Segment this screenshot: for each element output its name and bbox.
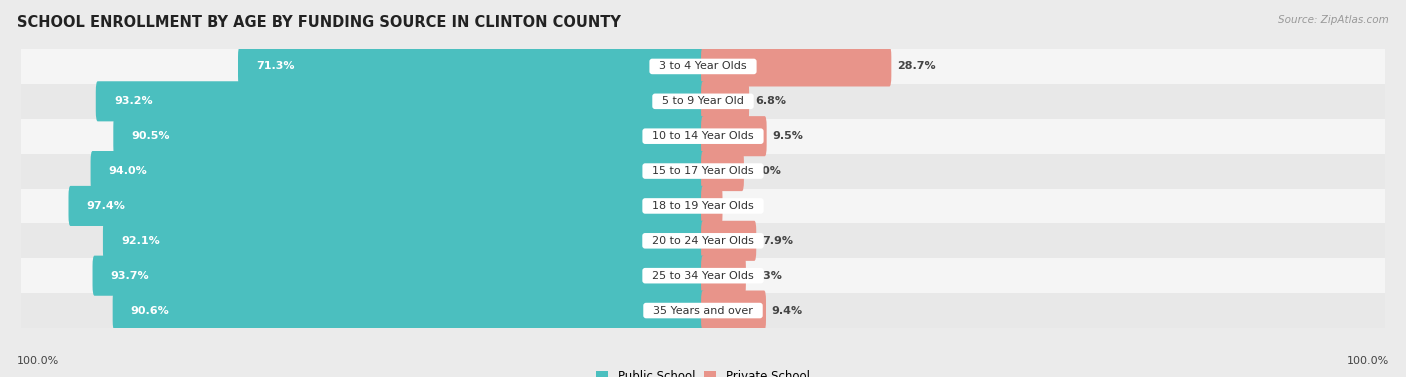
Text: 9.4%: 9.4% (772, 305, 803, 316)
Bar (21, 84, 1385, 119)
Text: 90.5%: 90.5% (132, 131, 170, 141)
Text: 6.0%: 6.0% (749, 166, 780, 176)
FancyBboxPatch shape (96, 81, 704, 121)
Bar (21, 119, 1385, 154)
Text: 2.7%: 2.7% (728, 201, 759, 211)
Bar (21, 293, 1385, 328)
Text: 15 to 17 Year Olds: 15 to 17 Year Olds (645, 166, 761, 176)
FancyBboxPatch shape (702, 221, 756, 261)
Bar (21, 188, 1385, 223)
Text: 28.7%: 28.7% (897, 61, 936, 72)
Text: 10 to 14 Year Olds: 10 to 14 Year Olds (645, 131, 761, 141)
FancyBboxPatch shape (93, 256, 704, 296)
FancyBboxPatch shape (238, 46, 704, 86)
Text: 92.1%: 92.1% (121, 236, 160, 246)
Text: 25 to 34 Year Olds: 25 to 34 Year Olds (645, 271, 761, 281)
Text: 5 to 9 Year Old: 5 to 9 Year Old (655, 96, 751, 106)
FancyBboxPatch shape (114, 116, 704, 156)
Legend: Public School, Private School: Public School, Private School (596, 371, 810, 377)
Text: 93.7%: 93.7% (111, 271, 149, 281)
FancyBboxPatch shape (702, 81, 749, 121)
Bar (21, 258, 1385, 293)
FancyBboxPatch shape (702, 151, 744, 191)
Text: 3 to 4 Year Olds: 3 to 4 Year Olds (652, 61, 754, 72)
FancyBboxPatch shape (702, 291, 766, 331)
Text: 6.3%: 6.3% (752, 271, 783, 281)
FancyBboxPatch shape (702, 256, 745, 296)
FancyBboxPatch shape (702, 46, 891, 86)
Bar (21, 49, 1385, 84)
Text: 100.0%: 100.0% (17, 356, 59, 366)
Text: 100.0%: 100.0% (1347, 356, 1389, 366)
FancyBboxPatch shape (90, 151, 704, 191)
Text: 71.3%: 71.3% (256, 61, 295, 72)
Text: Source: ZipAtlas.com: Source: ZipAtlas.com (1278, 15, 1389, 25)
FancyBboxPatch shape (702, 186, 723, 226)
Text: 35 Years and over: 35 Years and over (647, 305, 759, 316)
FancyBboxPatch shape (103, 221, 704, 261)
FancyBboxPatch shape (69, 186, 704, 226)
Text: SCHOOL ENROLLMENT BY AGE BY FUNDING SOURCE IN CLINTON COUNTY: SCHOOL ENROLLMENT BY AGE BY FUNDING SOUR… (17, 15, 620, 30)
FancyBboxPatch shape (702, 116, 766, 156)
Bar (21, 223, 1385, 258)
Text: 18 to 19 Year Olds: 18 to 19 Year Olds (645, 201, 761, 211)
Text: 20 to 24 Year Olds: 20 to 24 Year Olds (645, 236, 761, 246)
Text: 6.8%: 6.8% (755, 96, 786, 106)
Text: 90.6%: 90.6% (131, 305, 170, 316)
Text: 94.0%: 94.0% (108, 166, 148, 176)
Text: 9.5%: 9.5% (772, 131, 803, 141)
Bar (21, 154, 1385, 188)
Text: 7.9%: 7.9% (762, 236, 793, 246)
FancyBboxPatch shape (112, 291, 704, 331)
Text: 93.2%: 93.2% (114, 96, 153, 106)
Text: 97.4%: 97.4% (87, 201, 125, 211)
